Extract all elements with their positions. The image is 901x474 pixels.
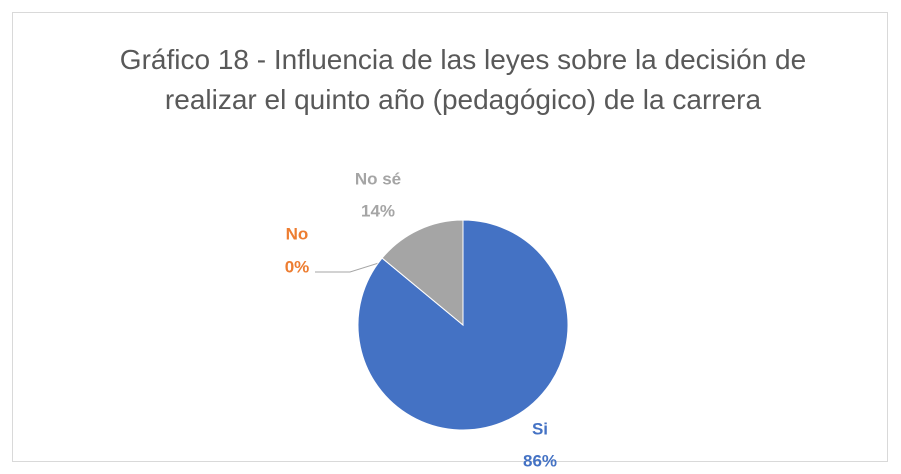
pie-slice	[381, 219, 464, 327]
chart-frame	[12, 12, 888, 462]
slice-value-label: 86%	[523, 451, 557, 470]
slice-category-label: No sé	[355, 169, 401, 188]
leader-line	[315, 261, 383, 273]
slice-value-label: 14%	[361, 201, 395, 220]
slice-value-label: 0%	[285, 257, 310, 276]
chart-title: Gráfico 18 - Influencia de las leyes sob…	[119, 44, 807, 115]
slice-category-label: No	[286, 224, 309, 243]
slice-category-label: Si	[532, 419, 548, 438]
